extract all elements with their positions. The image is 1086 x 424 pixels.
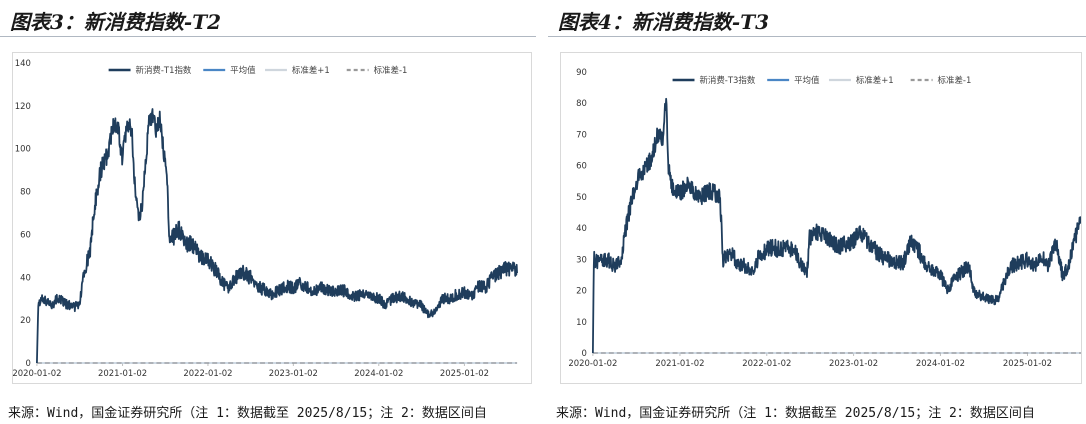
x-tick-label: 2020-01-02 — [13, 368, 61, 378]
y-tick-label: 80 — [20, 187, 31, 197]
chart-panel-t2: 图表3：新消费指数-T2 0 20 40 60 80 100 120 140 2020-01-0… — [0, 0, 536, 424]
x-tick-label: 2022-01-02 — [183, 368, 232, 378]
y-tick-label: 140 — [15, 58, 31, 68]
legend-label: 标准差-1 — [374, 65, 408, 75]
y-tick-label: 50 — [576, 192, 587, 202]
legend-label: 新消费-T3指数 — [699, 75, 755, 85]
line-chart-t3: 0 10 20 30 40 50 60 70 80 90 2020-01-02 2021-01-02 2… — [568, 67, 1081, 368]
y-tick-label: 80 — [576, 98, 587, 108]
x-tick-label: 2024-01-02 — [354, 368, 403, 378]
series-line-index — [36, 108, 518, 364]
legend-label: 标准差+1 — [856, 75, 894, 85]
legend-label: 新消费-T1指数 — [136, 65, 192, 75]
x-tick-label: 2025-01-02 — [1003, 358, 1052, 368]
chart-area: 0 10 20 30 40 50 60 70 80 90 2020-01-02 2021-01-02 2… — [560, 52, 1082, 384]
chart-title: 图表3：新消费指数-T2 — [10, 10, 222, 34]
legend-label: 标准差+1 — [292, 65, 330, 75]
legend-label: 平均值 — [794, 75, 820, 85]
x-tick-label: 2025-01-02 — [440, 368, 489, 378]
chart-title: 图表4：新消费指数-T3 — [558, 10, 770, 34]
title-divider — [548, 36, 1086, 37]
y-tick-label: 0 — [26, 358, 31, 368]
line-chart-t2: 0 20 40 60 80 100 120 140 2020-01-02 2021-01-02 20… — [13, 58, 518, 378]
y-tick-label: 20 — [20, 315, 31, 325]
y-tick-label: 0 — [582, 348, 587, 358]
y-tick-label: 90 — [576, 67, 587, 77]
chart-panel-t3: 图表4：新消费指数-T3 0 10 20 30 40 50 60 70 80 90 2020-01-… — [548, 0, 1086, 424]
series-line-index — [591, 97, 1081, 354]
legend-label: 平均值 — [230, 65, 256, 75]
source-note: 来源：Wind，国金证券研究所（注 1：数据截至 2025/8/15；注 2：数… — [8, 406, 487, 421]
x-tick-label: 2024-01-02 — [916, 358, 965, 368]
legend-label: 标准差-1 — [938, 75, 972, 85]
title-divider — [0, 36, 536, 37]
y-tick-label: 40 — [20, 272, 31, 282]
y-tick-label: 60 — [576, 161, 587, 171]
source-note: 来源：Wind，国金证券研究所（注 1：数据截至 2025/8/15；注 2：数… — [556, 406, 1035, 421]
x-tick-label: 2023-01-02 — [829, 358, 878, 368]
y-tick-label: 120 — [15, 101, 31, 111]
y-tick-label: 100 — [15, 144, 31, 154]
y-tick-label: 60 — [20, 229, 31, 239]
y-tick-label: 70 — [576, 129, 587, 139]
chart-area: 0 20 40 60 80 100 120 140 2020-01-02 2021-01-02 20… — [12, 52, 532, 384]
y-tick-label: 10 — [576, 317, 587, 327]
y-tick-label: 20 — [576, 286, 587, 296]
x-tick-label: 2022-01-02 — [742, 358, 791, 368]
x-tick-label: 2020-01-02 — [568, 358, 617, 368]
x-tick-label: 2021-01-02 — [98, 368, 147, 378]
x-tick-label: 2023-01-02 — [269, 368, 318, 378]
y-tick-label: 40 — [576, 223, 587, 233]
y-tick-label: 30 — [576, 254, 587, 264]
x-tick-label: 2021-01-02 — [655, 358, 704, 368]
